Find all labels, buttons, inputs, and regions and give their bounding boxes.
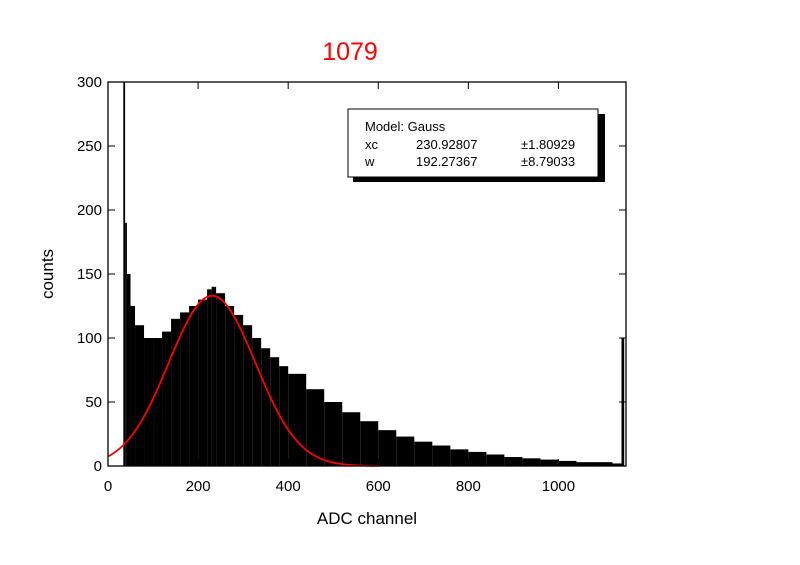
histogram-bar [342,412,361,466]
y-tick-label: 100 [77,330,102,347]
histogram-bar [450,449,469,466]
histogram-bar [180,312,190,466]
histogram-bar [243,325,253,466]
histogram-bar [279,366,289,466]
histogram-bar [171,318,181,466]
histogram-bar [414,441,433,466]
fit-param-value-xc: 230.92807 [416,137,477,152]
x-tick-label: 600 [366,478,391,495]
histogram-bar [261,348,271,466]
y-tick-label: 200 [77,202,102,219]
histogram-bar [270,357,280,466]
histogram-bar [211,286,217,466]
x-tick-label: 1000 [542,478,575,495]
x-axis: 0 200 400 600 800 1000 [104,82,575,495]
fit-param-value-w: 192.27367 [416,154,477,169]
y-tick-label: 250 [77,138,102,155]
histogram-bar [576,462,595,466]
fit-box-frame [347,108,599,178]
histogram-bar [144,338,154,466]
fit-results-box: Model: Gauss xc 230.92807 ±1.80929 w 192… [347,108,605,182]
fit-param-error-w: ±8.79033 [521,154,575,169]
y-tick-label: 50 [85,394,102,411]
histogram-bar [153,338,163,466]
fit-param-name-xc: xc [365,137,379,152]
y-tick-label: 150 [77,266,102,283]
histogram-bar [288,373,307,466]
histogram-bar [522,458,541,466]
x-tick-label: 0 [104,478,112,495]
histogram-bars [123,82,625,466]
histogram-bar [225,306,235,466]
x-axis-title: ADC channel [317,509,417,528]
histogram-bar [558,460,577,466]
x-tick-label: 800 [456,478,481,495]
histogram-bar [135,325,145,466]
gauss-fit-curve [107,294,379,467]
histogram-bar [130,306,136,466]
histogram-bar [216,293,226,466]
histogram-bar [198,299,208,466]
histogram-bar [432,445,451,466]
x-tick-label: 200 [186,478,211,495]
y-tick-label: 300 [77,74,102,91]
histogram-bar [594,462,613,466]
fit-param-name-w: w [364,154,375,169]
y-axis-title: counts [38,249,57,299]
histogram-bar [162,331,172,466]
chart-title: 1079 [322,38,378,66]
histogram-bar [612,463,622,466]
histogram-bar [189,306,199,466]
histogram-bar [504,457,523,466]
histogram-bar [125,222,127,466]
y-axis: 0 50 100 150 200 250 300 [77,74,626,475]
histogram-bar [306,389,325,466]
histogram-bar [234,314,244,466]
fit-model-label: Model: Gauss [365,119,446,134]
y-tick-label: 0 [94,458,102,475]
histogram-bar [252,338,262,466]
histogram-bar [324,402,343,466]
histogram-bar [540,459,559,466]
histogram-bar [123,82,126,466]
histogram-bar [126,274,131,466]
histogram-bar [396,436,415,466]
histogram-bar [207,289,212,466]
fit-param-error-xc: ±1.80929 [521,137,575,152]
x-tick-label: 400 [276,478,301,495]
histogram-bar [360,421,379,466]
histogram-bar [486,454,505,466]
histogram-bar [378,430,397,466]
histogram-bar [468,451,487,466]
